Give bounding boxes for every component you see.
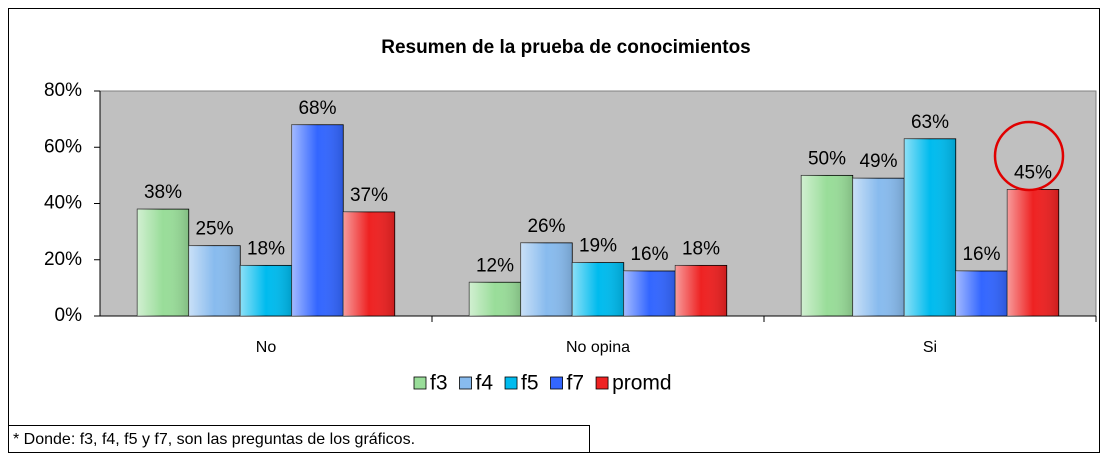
data-label: 18%: [247, 238, 285, 259]
x-tick-label: Si: [923, 339, 937, 356]
bar-shade: [904, 138, 956, 316]
legend-label: f7: [567, 372, 585, 395]
legend-swatch: [413, 376, 427, 390]
data-label: 37%: [350, 185, 388, 206]
bar-shade: [623, 271, 676, 316]
bar-shade: [1007, 189, 1059, 316]
data-label: 25%: [195, 219, 233, 240]
y-tick-label: 40%: [44, 193, 82, 214]
annotation-box: [8, 425, 590, 453]
bar-shade: [240, 265, 292, 316]
legend-swatch: [504, 376, 518, 390]
annotation: * Donde: f3, f4, f5 y f7, son las pregun…: [13, 431, 415, 448]
chart-title: Resumen de la prueba de conocimientos: [381, 37, 751, 58]
data-label: 12%: [476, 255, 514, 276]
x-tick-label: No opina: [566, 339, 630, 356]
x-tick-label: No: [256, 339, 277, 356]
bar-shade: [852, 178, 905, 316]
highlight-circle: [993, 120, 1065, 192]
data-label: 18%: [682, 238, 720, 259]
bar-shade: [955, 271, 1008, 316]
data-label: 49%: [859, 151, 897, 172]
bar-shade: [343, 211, 395, 316]
y-tick-label: 60%: [44, 136, 82, 157]
bar-shade: [188, 245, 241, 316]
legend-swatch: [550, 376, 563, 390]
bar-shade: [520, 242, 573, 316]
data-label: 45%: [1014, 162, 1052, 183]
legend-label: f4: [476, 372, 494, 395]
data-label: 38%: [144, 182, 182, 203]
data-label: 16%: [962, 244, 1000, 265]
y-tick-label: 20%: [44, 249, 82, 270]
data-label: 26%: [527, 216, 565, 237]
bar-shade: [291, 124, 344, 316]
data-label: 63%: [911, 112, 949, 133]
bar-shade: [469, 282, 521, 316]
legend-label: f5: [521, 372, 539, 395]
bar-shade: [137, 209, 189, 316]
bar-shade: [675, 265, 727, 316]
data-label: 16%: [630, 244, 668, 265]
bar-shade: [572, 262, 624, 316]
data-label: 68%: [298, 98, 336, 119]
y-tick-label: 0%: [55, 305, 83, 326]
y-tick-label: 80%: [44, 80, 82, 101]
legend-swatch: [595, 376, 609, 390]
legend-swatch: [459, 376, 472, 390]
data-label: 19%: [579, 236, 617, 257]
bar-shade: [801, 175, 853, 316]
legend-label: f3: [430, 372, 448, 395]
legend-label: promd: [612, 372, 672, 395]
data-label: 50%: [808, 148, 846, 169]
